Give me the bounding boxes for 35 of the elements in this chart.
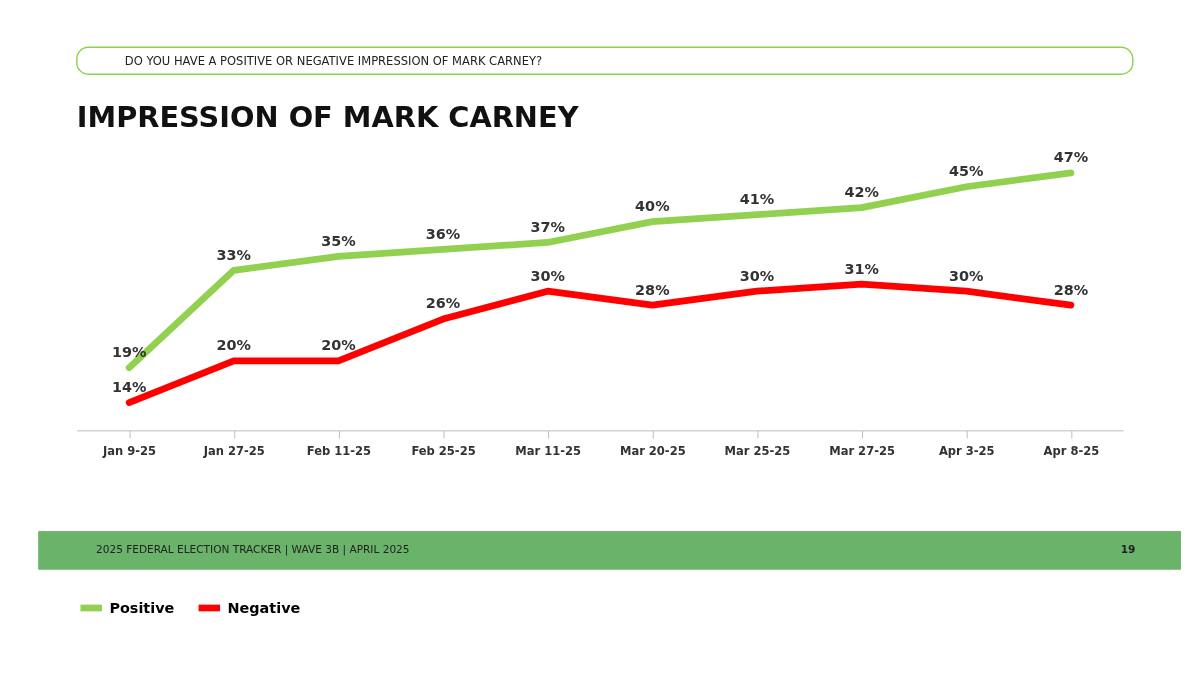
data-label: 42% [844, 184, 879, 201]
x-tick-label: Mar 20-25 [619, 443, 686, 458]
x-tick-label: Mar 11-25 [515, 443, 582, 458]
chart-title: IMPRESSION OF MARK CARNEY [76, 100, 580, 135]
data-label: 26% [425, 295, 461, 312]
data-label: 30% [949, 267, 984, 284]
x-tick-label: Jan 9-25 [102, 443, 157, 458]
data-label: 31% [844, 260, 879, 277]
data-label: 37% [530, 218, 565, 235]
x-tick-label: Mar 27-25 [829, 443, 895, 458]
text: 2025 FEDERAL ELECTION TRACKER | WAVE 3B | APRIL 2025 [96, 543, 410, 557]
legend-label: Negative [227, 599, 301, 616]
data-label: 28% [1053, 281, 1089, 298]
data-label: 41% [739, 191, 775, 208]
x-tick-label: Apr 8-25 [1043, 443, 1100, 458]
text: 19 [1120, 543, 1136, 556]
x-tick-label: Mar 25-25 [724, 443, 791, 458]
x-tick-label: Jan 27-25 [202, 443, 265, 458]
data-label: 35% [321, 232, 356, 249]
data-label: 28% [635, 281, 670, 298]
data-label: 20% [216, 337, 251, 354]
x-tick-label: Feb 25-25 [411, 443, 476, 458]
chart-subtitle: DO YOU HAVE A POSITIVE OR NEGATIVE IMPRESSION OF MARK CARNEY? [124, 53, 543, 68]
data-label: 45% [949, 163, 984, 180]
x-tick-label: Apr 3-25 [938, 443, 995, 458]
data-label: 14% [111, 378, 147, 395]
data-label: 40% [635, 198, 670, 215]
data-label: 30% [739, 267, 775, 284]
data-label: 33% [216, 246, 251, 263]
data-label: 20% [321, 337, 356, 354]
data-label: 47% [1053, 149, 1089, 166]
data-label: 36% [425, 225, 461, 242]
legend-label: Positive [109, 599, 175, 616]
x-tick-label: Feb 11-25 [306, 443, 372, 458]
data-label: 30% [530, 267, 565, 284]
